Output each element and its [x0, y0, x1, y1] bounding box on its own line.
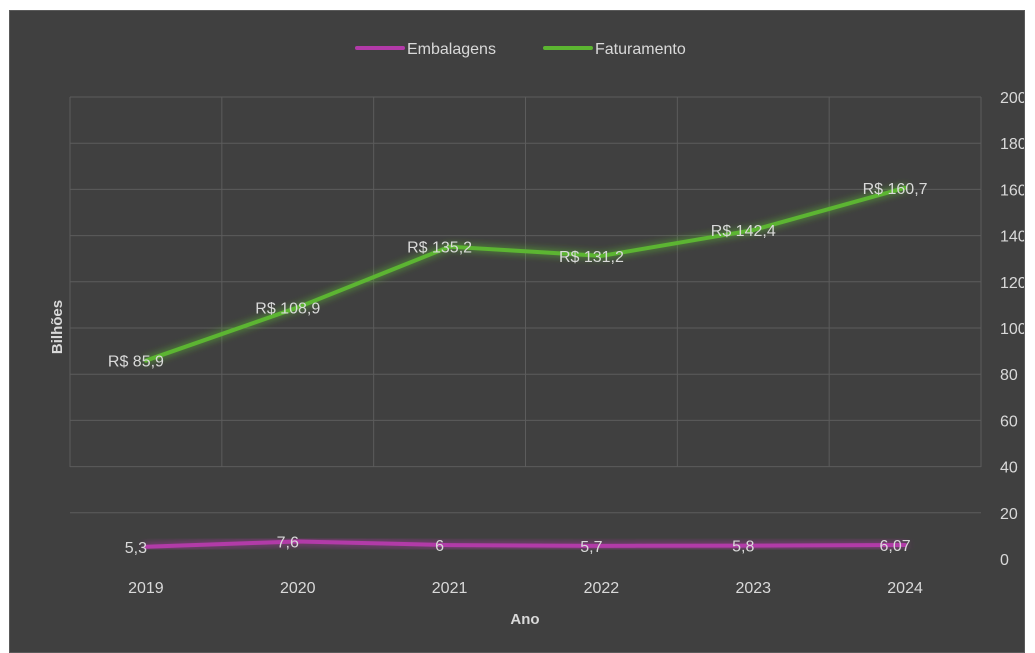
data-label: 6,07 — [880, 538, 911, 555]
data-label: R$ 142,4 — [711, 223, 776, 240]
data-point — [144, 545, 148, 549]
x-tick-label: 2021 — [432, 580, 468, 597]
y-tick-label: 100 — [1000, 321, 1025, 338]
data-labels: 5,3 7,6 6 5,7 5,8 6,07 R$ 85,9 R$ 108,9 R$ 135,2… — [108, 181, 928, 557]
y-tick-label: 180 — [1000, 136, 1025, 153]
series-line-embalagens — [143, 539, 908, 549]
data-label: 5,7 — [580, 539, 602, 556]
data-label: 5,3 — [125, 540, 147, 557]
y-tick-label: 80 — [1000, 367, 1018, 384]
y-tick-label: 200 — [1000, 90, 1025, 107]
data-point — [296, 539, 300, 543]
chart-frame: 0 20 40 60 80 100 120 140 160 180 200 2019 2020 2021… — [9, 10, 1025, 653]
data-point — [448, 245, 452, 249]
series-line-faturamento — [143, 185, 908, 363]
data-point — [751, 544, 755, 548]
x-tick-label: 2020 — [280, 580, 316, 597]
data-label: R$ 135,2 — [407, 240, 472, 257]
y-tick-label: 120 — [1000, 275, 1025, 292]
data-point — [903, 186, 907, 190]
data-label: 7,6 — [277, 534, 299, 551]
legend-item-faturamento: Faturamento — [543, 41, 686, 58]
x-tick-label: 2019 — [128, 580, 164, 597]
data-point — [448, 543, 452, 547]
y-tick-label: 60 — [1000, 413, 1018, 430]
y-tick-label: 40 — [1000, 460, 1018, 477]
data-label: R$ 108,9 — [255, 300, 320, 317]
legend-label: Faturamento — [595, 41, 686, 58]
data-point — [296, 305, 300, 309]
x-tick-label: 2023 — [735, 580, 771, 597]
x-axis-title: Ano — [510, 611, 539, 628]
y-tick-label: 140 — [1000, 229, 1025, 246]
y-tick-label: 160 — [1000, 182, 1025, 199]
legend: Embalagens Faturamento — [355, 41, 686, 58]
legend-item-embalagens: Embalagens — [355, 41, 496, 58]
legend-label: Embalagens — [407, 41, 496, 58]
x-tick-label: 2022 — [584, 580, 620, 597]
data-point — [599, 544, 603, 548]
data-point — [144, 359, 148, 363]
data-point — [903, 543, 907, 547]
series-lines — [143, 185, 908, 549]
y-axis-title: Bilhões — [49, 300, 66, 354]
x-axis-ticks: 2019 2020 2021 2022 2023 2024 — [128, 580, 923, 597]
data-label: R$ 85,9 — [108, 354, 164, 371]
y-tick-label: 20 — [1000, 506, 1018, 523]
data-label: R$ 160,7 — [863, 181, 928, 198]
x-tick-label: 2024 — [887, 580, 923, 597]
gridlines — [69, 96, 982, 514]
data-point — [751, 228, 755, 232]
y-tick-label: 0 — [1000, 552, 1009, 569]
y-axis-ticks: 0 20 40 60 80 100 120 140 160 180 200 — [1000, 90, 1025, 569]
data-label: 6 — [435, 538, 444, 555]
data-label: 5,8 — [732, 539, 754, 556]
line-chart: 0 20 40 60 80 100 120 140 160 180 200 2019 2020 2021… — [49, 41, 1025, 628]
data-point — [599, 254, 603, 258]
data-label: R$ 131,2 — [559, 249, 624, 266]
